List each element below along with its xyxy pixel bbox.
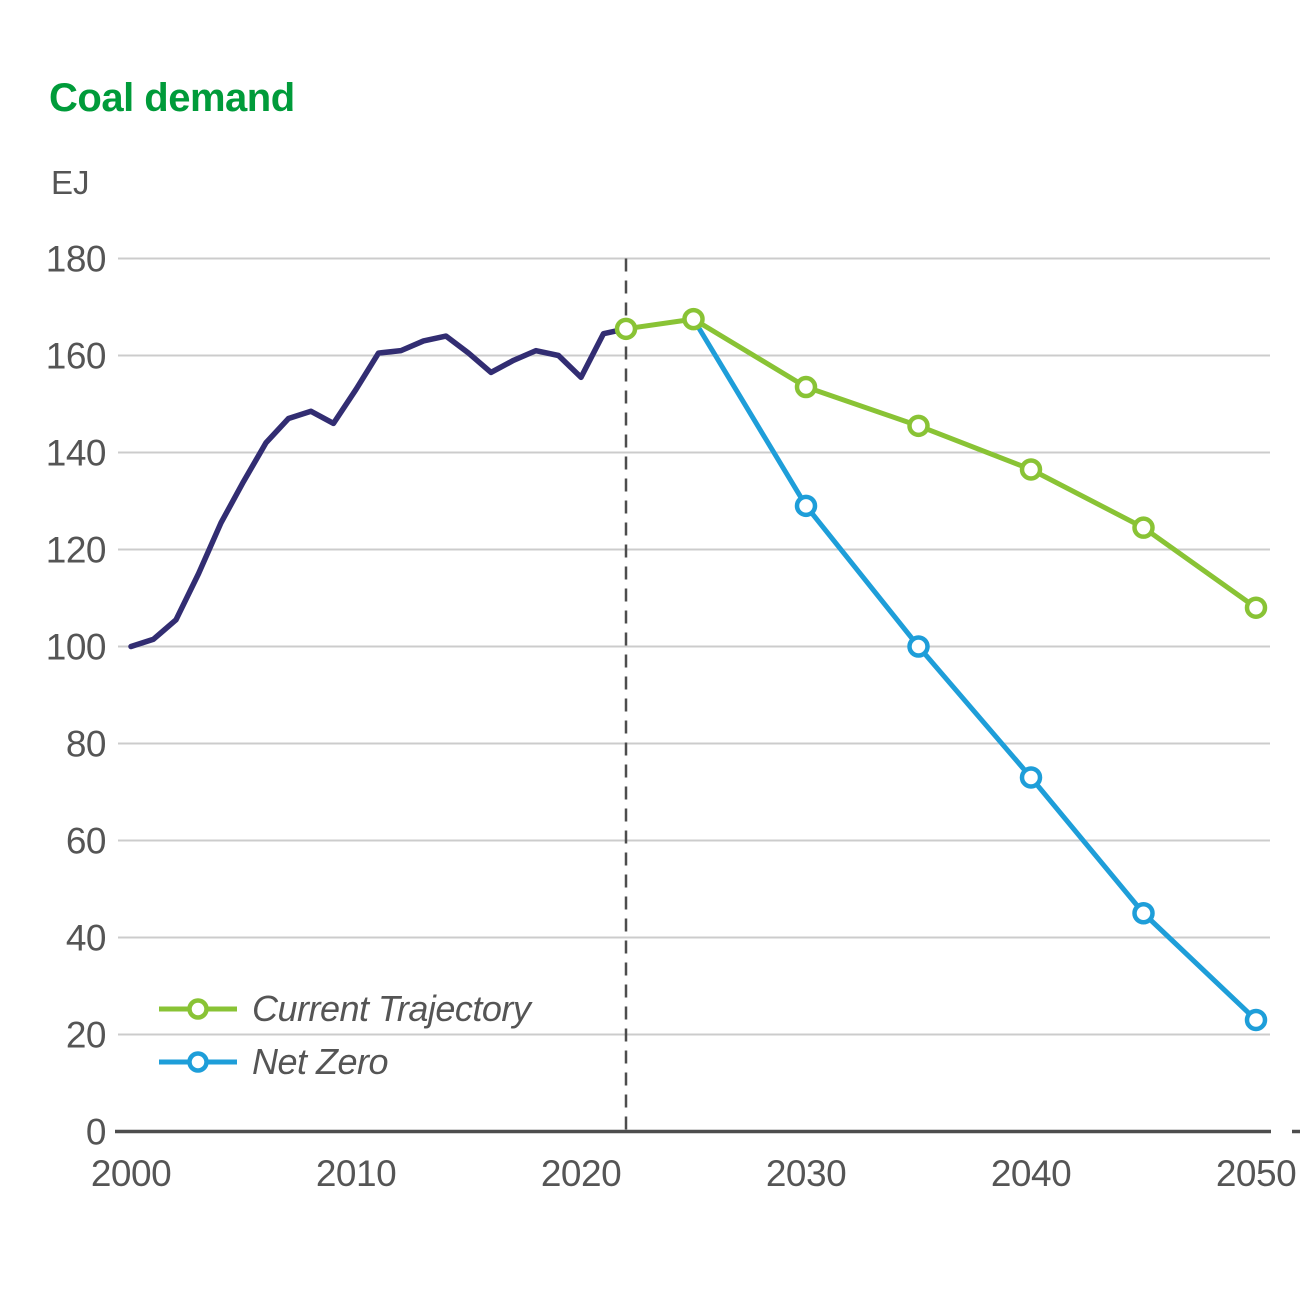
y-tick-label: 0 [86,1112,106,1153]
legend: Current Trajectory Net Zero [156,982,531,1088]
legend-marker-sample [187,1050,209,1073]
legend-item-net-zero: Net Zero [156,1035,530,1088]
data-point-marker-current_trajectory [1244,596,1268,619]
y-tick-label: 140 [46,433,106,474]
y-tick-label: 20 [66,1015,106,1056]
current-trajectory-swatch-icon [159,997,237,1020]
data-point-marker-net_zero [907,635,930,658]
x-tick-label: 2000 [91,1153,171,1194]
y-axis-unit-label: EJ [51,164,90,201]
series-line-history [128,326,629,650]
legend-item-current-trajectory: Current Trajectory [156,982,531,1035]
y-tick-label: 100 [46,627,106,668]
data-point-marker-current_trajectory [1132,516,1155,539]
y-tick-label: 180 [46,239,106,280]
data-point-marker-net_zero [1244,1008,1268,1032]
data-point-marker-net_zero [794,494,818,518]
x-tick-label: 2050 [1216,1153,1296,1194]
data-point-marker-current_trajectory [614,317,638,341]
y-tick-label: 60 [66,821,106,862]
net-zero-swatch-icon [159,1050,237,1073]
data-point-marker-net_zero [1132,902,1155,925]
x-tick-label: 2010 [316,1153,396,1194]
y-tick-label: 80 [66,724,106,765]
series-line-net_zero [691,316,1259,1023]
chart-title: Coal demand [49,76,295,120]
y-tick-label: 40 [66,918,106,959]
data-point-marker-current_trajectory [1019,458,1043,481]
y-tick-label: 120 [46,530,106,571]
data-point-marker-current_trajectory [682,307,705,331]
x-tick-label: 2020 [541,1153,621,1194]
data-point-marker-net_zero [1019,766,1043,789]
data-point-marker-current_trajectory [907,414,930,438]
x-tick-label: 2030 [766,1153,846,1194]
legend-label-current-trajectory: Current Trajectory [252,987,531,1029]
legend-marker-sample [187,997,209,1020]
y-tick-label: 160 [46,336,106,377]
legend-label-net-zero: Net Zero [252,1040,389,1082]
x-tick-label: 2040 [991,1153,1071,1194]
data-point-marker-current_trajectory [794,375,818,399]
